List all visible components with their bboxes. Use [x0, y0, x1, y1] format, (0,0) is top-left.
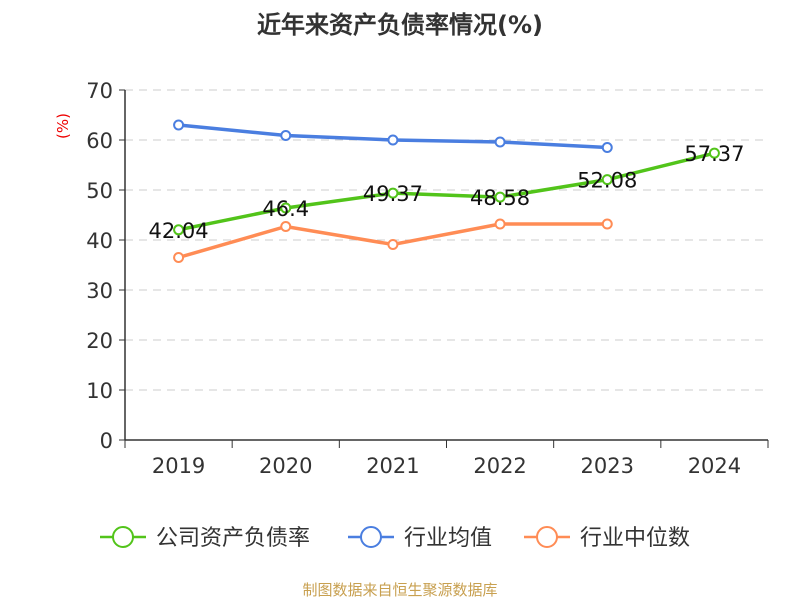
- data-point[interactable]: [601, 142, 613, 153]
- legend-marker[interactable]: [112, 526, 134, 548]
- data-point[interactable]: [173, 119, 185, 131]
- legend-label[interactable]: 公司资产负债率: [156, 526, 310, 551]
- x-tick-label: 2019: [152, 454, 205, 478]
- data-point[interactable]: [494, 191, 506, 203]
- chart-title: 近年来资产负债率情况(%): [257, 11, 543, 39]
- data-point[interactable]: [387, 187, 399, 199]
- data-point[interactable]: [280, 130, 292, 141]
- data-label: 49.37: [363, 182, 423, 206]
- data-point[interactable]: [280, 221, 292, 232]
- data-point[interactable]: [280, 202, 292, 214]
- y-tick-label: 10: [86, 379, 113, 403]
- data-point[interactable]: [387, 239, 399, 250]
- y-tick-label: 0: [100, 429, 113, 453]
- data-point[interactable]: [708, 147, 720, 159]
- data-label: 46.4: [262, 197, 309, 221]
- y-axis-label: (%): [54, 113, 72, 139]
- data-label: 48.58: [470, 186, 530, 210]
- x-tick-label: 2021: [366, 454, 419, 478]
- data-point[interactable]: [173, 252, 185, 263]
- y-tick-label: 50: [86, 179, 113, 203]
- data-point[interactable]: [494, 136, 506, 148]
- series-line: [178, 151, 715, 232]
- y-tick-label: 40: [86, 229, 113, 253]
- x-tick-label: 2023: [581, 454, 634, 478]
- data-point[interactable]: [601, 174, 613, 186]
- data-point[interactable]: [601, 218, 613, 230]
- source-note: 制图数据来自恒生聚源数据库: [302, 581, 497, 599]
- legend-label[interactable]: 行业均值: [404, 526, 492, 551]
- y-tick-label: 30: [86, 279, 113, 303]
- x-tick-label: 2024: [688, 454, 741, 478]
- data-point[interactable]: [387, 134, 399, 146]
- legend-label[interactable]: 行业中位数: [580, 526, 690, 551]
- y-tick-label: 20: [86, 329, 113, 353]
- data-label: 42.04: [149, 219, 209, 243]
- legend-marker[interactable]: [360, 526, 382, 548]
- x-tick-label: 2020: [259, 454, 312, 478]
- data-label: 52.08: [577, 169, 637, 193]
- data-point[interactable]: [173, 224, 185, 236]
- legend-marker[interactable]: [536, 526, 558, 548]
- data-label: 57.37: [684, 142, 744, 166]
- y-tick-label: 60: [86, 129, 113, 153]
- x-tick-label: 2022: [473, 454, 526, 478]
- data-point[interactable]: [494, 218, 506, 230]
- y-tick-label: 70: [86, 79, 113, 103]
